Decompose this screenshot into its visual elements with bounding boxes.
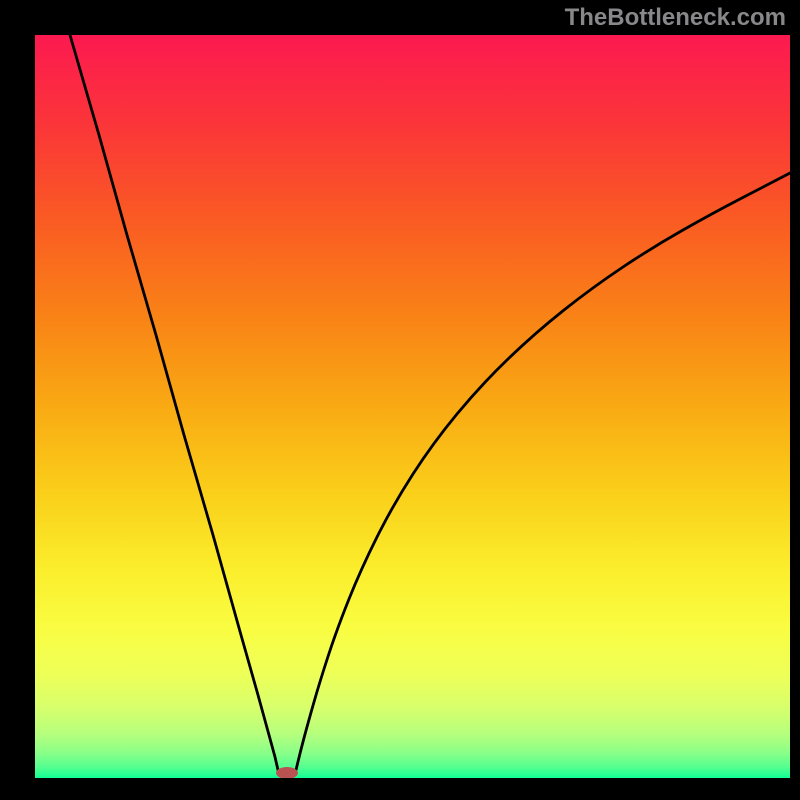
plot-svg [35,35,790,778]
chart-frame: TheBottleneck.com [0,0,800,800]
plot-background [35,35,790,778]
watermark-text: TheBottleneck.com [565,4,786,32]
